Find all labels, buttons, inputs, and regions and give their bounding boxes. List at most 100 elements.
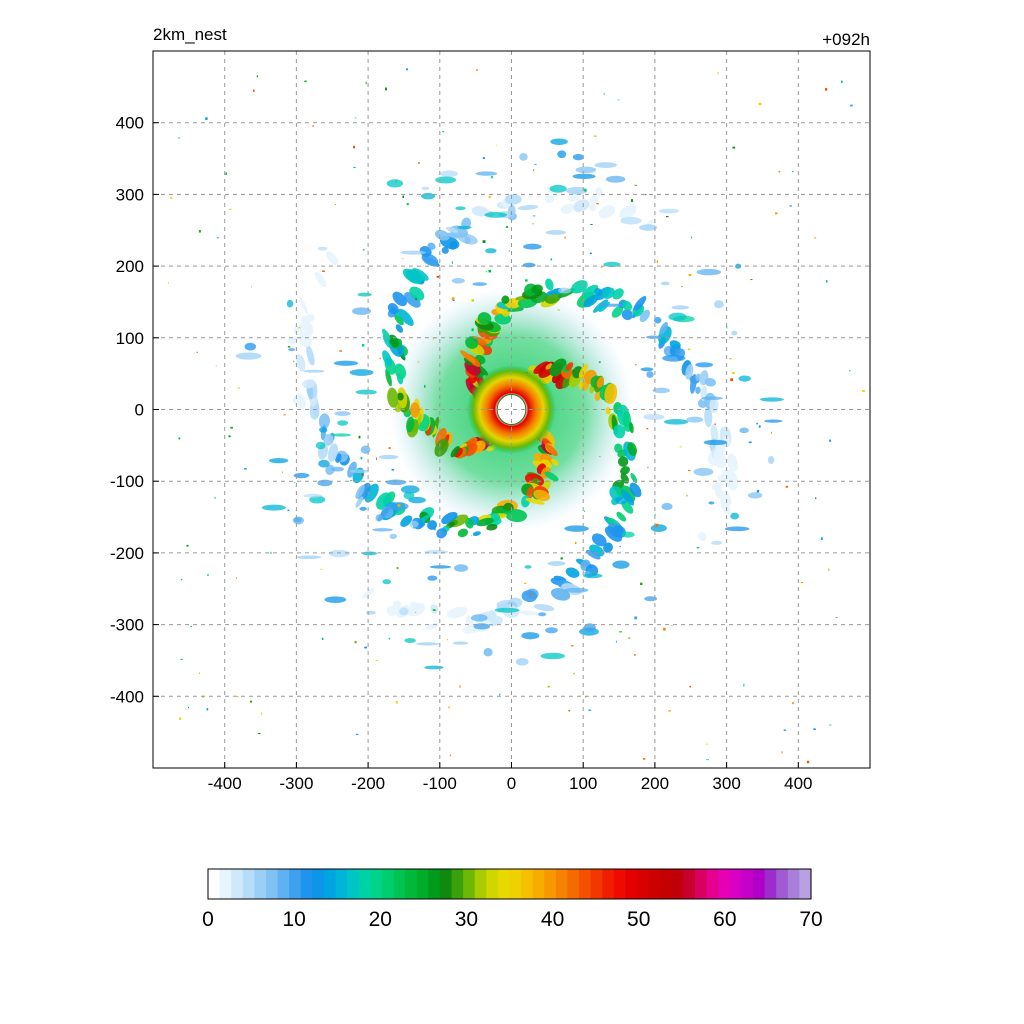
- rainband-cell: [517, 205, 539, 211]
- rainband-cell: [545, 363, 553, 370]
- x-tick-label: -200: [351, 774, 385, 793]
- colorbar-swatch: [787, 869, 801, 899]
- scattered-cell: [196, 351, 198, 353]
- scattered-cell: [647, 466, 649, 469]
- scattered-cell: [547, 685, 550, 688]
- x-tick-label: -400: [208, 774, 242, 793]
- outer-band-cell: [615, 496, 627, 505]
- scattered-cell: [451, 261, 453, 264]
- scattered-cell: [253, 89, 255, 92]
- scattered-cell: [293, 360, 295, 363]
- scattered-cell: [829, 724, 832, 726]
- y-tick-label: 0: [135, 401, 144, 420]
- rainband-cell: [592, 299, 609, 313]
- scattered-cell: [729, 358, 732, 360]
- rainband-cell: [613, 424, 626, 439]
- scattered-cell: [714, 423, 717, 425]
- scattered-cell: [588, 709, 592, 711]
- rainband-cell: [669, 340, 681, 349]
- scattered-cell: [849, 370, 851, 372]
- x-tick-label: 400: [784, 774, 812, 793]
- scattered-cell: [781, 751, 783, 754]
- scattered-cell: [774, 212, 778, 215]
- outer-band-cell: [421, 192, 436, 200]
- rainband-cell: [602, 287, 615, 300]
- outer-band-cell: [389, 533, 397, 540]
- scattered-cell: [322, 270, 325, 272]
- scattered-cell: [283, 414, 286, 416]
- colorbar-swatch: [660, 869, 673, 899]
- scattered-cell: [829, 439, 832, 442]
- scattered-cell: [451, 297, 455, 301]
- outer-band-cell: [549, 184, 567, 193]
- scattered-cell: [488, 196, 491, 199]
- scattered-cell: [533, 169, 535, 171]
- outer-band-cell: [739, 427, 749, 434]
- scattered-cell: [354, 117, 357, 119]
- scattered-cell: [681, 286, 683, 288]
- scattered-cell: [350, 480, 353, 481]
- rainband-cell: [565, 362, 574, 371]
- rainband-cell: [630, 473, 638, 483]
- outer-band-cell: [583, 573, 603, 579]
- outer-band-cell: [357, 292, 372, 297]
- rainband-cell: [629, 482, 642, 498]
- outer-band-cell: [440, 170, 458, 178]
- scattered-cell: [792, 702, 794, 705]
- scattered-cell: [619, 631, 623, 633]
- outer-band-cell: [603, 261, 621, 268]
- outer-band-cell: [583, 623, 596, 632]
- rainband-cell: [521, 590, 538, 603]
- scattered-cell: [169, 197, 173, 199]
- scattered-cell: [442, 131, 445, 133]
- outer-band-cell: [575, 166, 597, 174]
- scattered-cell: [470, 535, 472, 537]
- scattered-cell: [287, 509, 290, 512]
- scattered-cell: [251, 286, 253, 288]
- colorbar-swatch: [509, 869, 522, 899]
- scattered-cell: [417, 361, 420, 363]
- scattered-cell: [639, 582, 643, 586]
- outer-band-cell: [329, 549, 350, 558]
- rainband-cell: [400, 515, 413, 527]
- x-tick-label: 0: [507, 774, 516, 793]
- outer-band-cell: [484, 211, 508, 218]
- scattered-cell: [491, 175, 493, 179]
- outer-band-cell: [355, 389, 377, 395]
- rainband-cell: [394, 363, 407, 380]
- outer-band-cell: [662, 354, 686, 362]
- rainband-cell: [327, 443, 339, 462]
- scattered-cell: [287, 346, 291, 348]
- scattered-cell: [806, 760, 810, 764]
- rainband-cell: [591, 533, 607, 547]
- scattered-cell: [360, 456, 363, 460]
- outer-band-cell: [472, 282, 488, 286]
- outer-band-cell: [235, 352, 262, 360]
- outer-band-cell: [372, 528, 393, 532]
- scattered-cell: [560, 557, 563, 560]
- scattered-cell: [841, 80, 843, 84]
- scattered-cell: [818, 484, 820, 485]
- scattered-cell: [628, 637, 631, 639]
- outer-band-cell: [318, 459, 330, 468]
- scattered-cell: [365, 81, 367, 85]
- rainband-cell: [404, 292, 421, 308]
- scattered-cell: [691, 236, 693, 239]
- rainband-cell: [486, 524, 498, 531]
- outer-band-cell: [421, 186, 430, 191]
- y-tick-label: -200: [110, 544, 144, 563]
- cyclone-field: [167, 68, 865, 764]
- outer-band-cell: [671, 305, 689, 310]
- outer-band-cell: [424, 665, 444, 670]
- rainband-cell: [382, 335, 391, 348]
- scattered-cell: [828, 568, 830, 571]
- scattered-cell: [424, 384, 426, 388]
- scattered-cell: [388, 637, 391, 640]
- outer-band-cell: [645, 335, 662, 339]
- outer-band-cell: [658, 208, 680, 214]
- colorbar-tick-label: 20: [369, 908, 392, 931]
- colorbar-tick-label: 0: [202, 908, 214, 931]
- scattered-cell: [414, 298, 417, 301]
- rainband-cell: [595, 187, 603, 197]
- scattered-cell: [395, 179, 397, 183]
